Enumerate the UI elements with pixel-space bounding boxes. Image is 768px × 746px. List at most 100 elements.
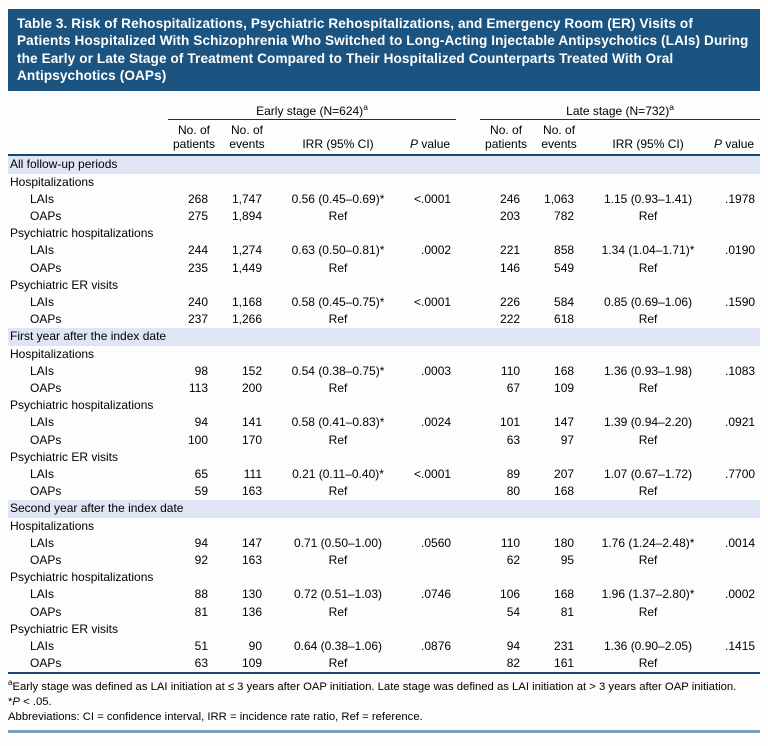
footnote-abbreviations: Abbreviations: CI = confidence interval,…	[8, 711, 423, 724]
early-pvalue	[402, 552, 456, 569]
early-pvalue: .0746	[421, 587, 452, 602]
early-irr-value: Ref	[328, 484, 348, 499]
col-header-late-events: No. of events	[532, 119, 587, 157]
footnote-a-marker: a	[363, 102, 368, 112]
section-header-row: Second year after the index date	[8, 500, 761, 518]
table-row: LAIs 98 152 0.54 (0.38–0.75)* .0003 110 168 1.3…	[8, 363, 760, 380]
late-pvalue: .1978	[725, 191, 756, 206]
outcome-label: Psychiatric ER visits	[10, 449, 119, 464]
table-row: OAPs 81 136 Ref 54 81 Ref	[8, 604, 760, 621]
footnote-a: aEarly stage was defined as LAI initiati…	[8, 678, 737, 694]
outcome-header-row: Psychiatric hospitalizations	[8, 569, 760, 586]
early-events-value: 130	[241, 587, 262, 602]
outcome-header-row: Psychiatric hospitalizations	[8, 225, 760, 242]
column-gap	[456, 483, 480, 500]
table-header: Early stage (N=624)a Late stage (N=732)a…	[8, 95, 761, 157]
late-irr-value: Ref	[638, 484, 658, 499]
treatment-label: OAPs	[30, 656, 62, 671]
outcome-label: Psychiatric hospitalizations	[10, 398, 154, 413]
column-gap	[456, 604, 480, 621]
table-row: LAIs 240 1,168 0.58 (0.45–0.75)* <.0001 226 58…	[8, 294, 760, 311]
late-pvalue: .0014	[725, 535, 756, 550]
bottom-rule	[8, 730, 760, 734]
spacer-cell	[456, 95, 480, 120]
footnote-a-marker: a	[669, 102, 674, 112]
late-patients-value: 67	[506, 380, 521, 395]
late-patients-value: 94	[506, 639, 521, 653]
table-row: OAPs 275 1,894 Ref 203 782 Ref	[8, 208, 760, 225]
late-pvalue: .1415	[725, 639, 756, 653]
table-row: LAIs 65 111 0.21 (0.11–0.40)* <.0001 89 207 1.0…	[8, 466, 760, 483]
outcome-header-row: Psychiatric hospitalizations	[8, 397, 760, 414]
late-events-value: 168	[554, 587, 575, 602]
late-patients-value: 221	[500, 243, 521, 258]
early-events-value: 90	[248, 639, 262, 653]
treatment-label: LAIs	[30, 535, 55, 550]
early-pvalue: <.0001	[414, 466, 452, 481]
early-pvalue: .0876	[421, 639, 452, 653]
early-events-value: 111	[243, 466, 262, 481]
treatment-label: OAPs	[30, 312, 62, 327]
col-header-late-pvalue: P value	[710, 119, 761, 157]
column-gap	[456, 294, 480, 311]
early-irr-value: 0.63 (0.50–0.81)*	[291, 243, 385, 258]
late-stage-label: Late stage (N=732)	[566, 104, 670, 118]
outcome-header-row: Hospitalizations	[8, 174, 760, 191]
section-label: Second year after the index date	[8, 500, 761, 518]
table-row: OAPs 92 163 Ref 62 95 Ref	[8, 552, 760, 569]
early-patients-value: 94	[194, 415, 208, 430]
late-irr-value: 1.36 (0.93–1.98)	[604, 363, 693, 378]
outcome-label: Psychiatric ER visits	[10, 277, 119, 292]
outcome-header-row: Psychiatric ER visits	[8, 277, 760, 294]
column-gap	[456, 535, 480, 552]
late-events-value: 618	[554, 312, 575, 327]
early-patients-value: 51	[194, 639, 208, 653]
late-pvalue	[710, 380, 760, 397]
late-patients-value: 54	[506, 604, 521, 619]
outcome-label: Psychiatric ER visits	[10, 621, 119, 636]
early-irr-value: 0.21 (0.11–0.40)*	[292, 466, 384, 481]
table-row: OAPs 59 163 Ref 80 168 Ref	[8, 483, 760, 500]
col-header-early-irr: IRR (95% CI)	[274, 119, 402, 157]
treatment-label: LAIs	[30, 415, 55, 430]
col-header-early-pvalue: P value	[402, 119, 457, 157]
late-events-value: 161	[554, 656, 575, 671]
early-patients-value: 94	[194, 535, 208, 550]
table-row: LAIs 94 141 0.58 (0.41–0.83)* .0024 101 147 1.3…	[8, 414, 760, 431]
column-gap	[456, 311, 480, 328]
late-irr-value: Ref	[638, 380, 658, 395]
outcome-header-row: Hospitalizations	[8, 346, 760, 363]
column-gap	[456, 242, 480, 259]
treatment-label: LAIs	[30, 466, 55, 481]
late-events-value: 207	[554, 466, 575, 481]
late-events-value: 168	[554, 363, 575, 378]
treatment-label: OAPs	[30, 484, 62, 499]
outcome-label: Hospitalizations	[10, 518, 95, 533]
table-row: LAIs 88 130 0.72 (0.51–1.03) .0746 106 168 1.96…	[8, 586, 760, 603]
late-patients-value: 80	[506, 484, 521, 499]
late-pvalue: .0921	[725, 415, 756, 430]
early-events-value: 136	[241, 604, 262, 619]
late-irr-value: Ref	[638, 260, 658, 275]
footnotes: aEarly stage was defined as LAI initiati…	[8, 674, 760, 725]
early-irr-value: Ref	[328, 312, 348, 327]
early-irr-value: 0.71 (0.50–1.00)	[293, 535, 383, 550]
column-gap	[456, 208, 480, 225]
column-gap	[456, 191, 480, 208]
treatment-label: OAPs	[30, 208, 62, 223]
early-pvalue: .0560	[421, 535, 452, 550]
late-patients-value: 106	[500, 587, 521, 602]
col-header-early-events: No. of events	[220, 119, 274, 157]
treatment-label: LAIs	[30, 243, 55, 258]
late-patients-value: 82	[506, 656, 521, 671]
late-irr-value: Ref	[638, 432, 658, 447]
table-row: OAPs 100 170 Ref 63 97 Ref	[8, 432, 760, 449]
early-irr-value: 0.64 (0.38–1.06)	[293, 639, 383, 653]
results-table: Early stage (N=624)a Late stage (N=732)a…	[8, 95, 761, 674]
early-pvalue: .0024	[421, 415, 452, 430]
late-pvalue	[710, 655, 760, 673]
late-pvalue: .7700	[725, 466, 756, 481]
late-irr-value: 1.34 (1.04–1.71)*	[601, 243, 695, 258]
early-irr-value: Ref	[328, 208, 348, 223]
early-patients-value: 81	[194, 604, 208, 619]
